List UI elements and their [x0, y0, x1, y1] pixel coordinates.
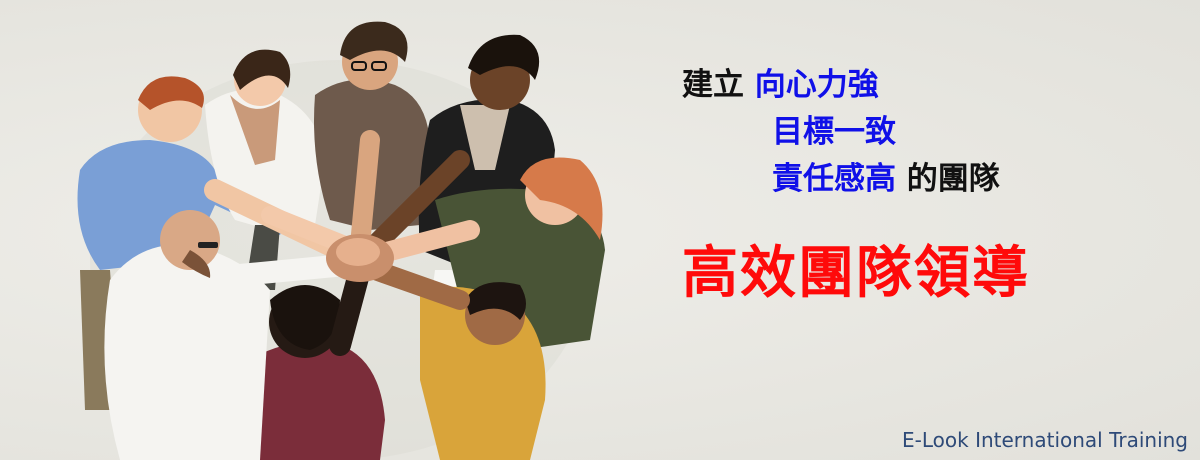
headline-line-2: 目標一致 [682, 109, 1182, 156]
headline-highlight-2: 目標一致 [772, 114, 896, 150]
headline-suffix: 的團隊 [906, 161, 1000, 197]
team-hands-together-photo [40, 0, 680, 460]
person-maroon-shirt [235, 285, 385, 460]
headline-prefix: 建立 [682, 67, 744, 103]
company-name: E-Look International Training [902, 428, 1188, 452]
headline-highlight-1: 向心力強 [754, 67, 879, 103]
headline-highlight-3: 責任感高 [772, 161, 896, 197]
person-yellow-jacket [420, 282, 546, 460]
person-white-shirt-bald [104, 210, 270, 460]
headline-line-1: 建立 向心力強 [682, 62, 1182, 109]
headline-block: 建立 向心力強 目標一致 責任感高 的團隊 [682, 62, 1182, 203]
course-title: 高效團隊領導 [682, 241, 1030, 306]
headline-line-3: 責任感高 的團隊 [682, 156, 1182, 203]
